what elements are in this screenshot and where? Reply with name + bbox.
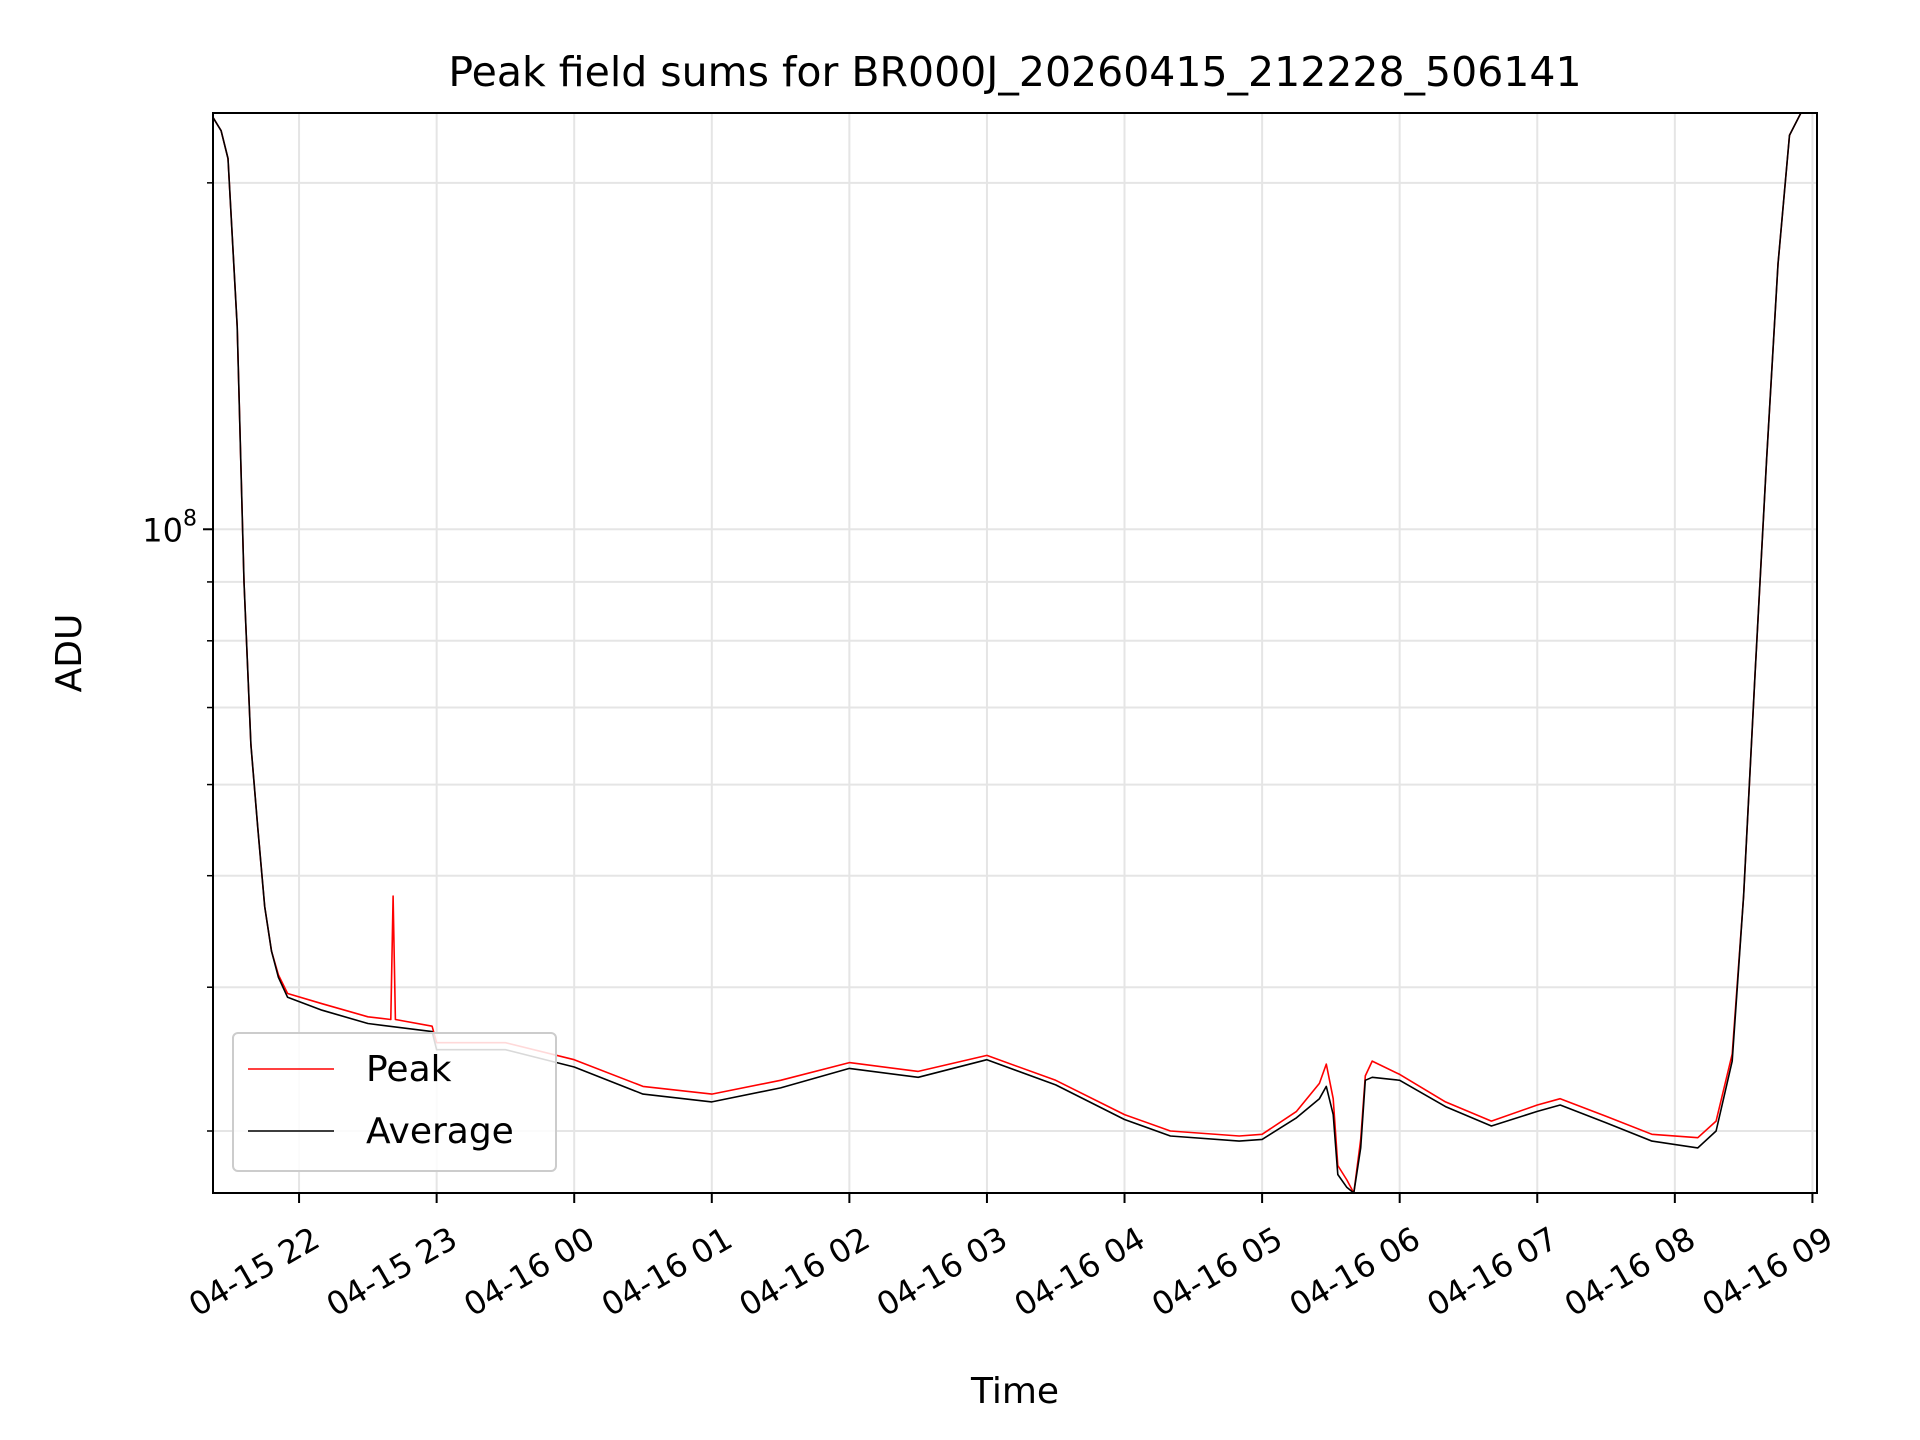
grid [213, 113, 1817, 1193]
y-axis-label: ADU [49, 614, 90, 693]
ticks [203, 182, 1814, 1203]
series-line-peak [212, 112, 1813, 1194]
chart-title: Peak field sums for BR000J_20260415_2122… [448, 48, 1581, 96]
plot-frame [212, 112, 1818, 1194]
x-axis-label: Time [970, 1371, 1059, 1412]
legend: Peak Average [232, 1032, 557, 1172]
legend-label-peak: Peak [366, 1049, 452, 1090]
y-tick-label: 10 [142, 511, 183, 549]
series-layer [212, 112, 1813, 1194]
legend-label-average: Average [366, 1111, 514, 1152]
series-line-average [212, 112, 1813, 1194]
legend-box [232, 1032, 557, 1172]
y-tick-exponent: 8 [183, 506, 197, 531]
